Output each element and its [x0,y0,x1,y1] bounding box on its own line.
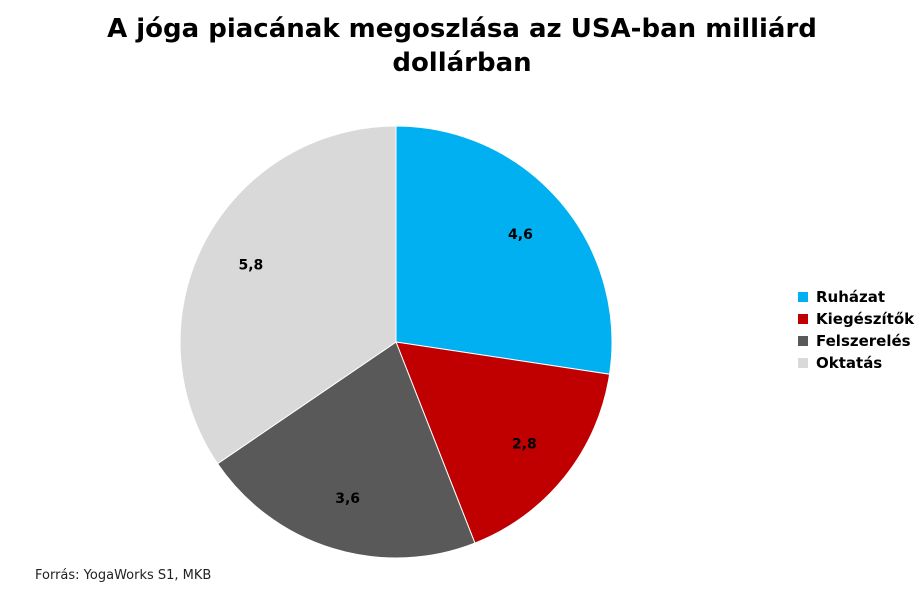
pie-data-labels: 4,6 2,8 3,6 5,8 [238,227,536,507]
pie-slices [179,125,613,559]
legend-item-felszereles: Felszerelés [798,331,914,351]
legend-label: Felszerelés [816,332,911,350]
data-label-oktatas: 5,8 [238,257,263,273]
pie-slice-ruhazat [395,125,613,375]
legend-label: Ruházat [816,288,886,306]
data-label-kiegeszitok: 2,8 [512,436,537,452]
legend-swatch [798,336,808,346]
legend-item-kiegeszitok: Kiegészítők [798,309,914,329]
legend-swatch [798,314,808,324]
legend-item-ruhazat: Ruházat [798,287,914,307]
legend: Ruházat Kiegészítők Felszerelés Oktatás [798,287,914,375]
data-label-felszereles: 3,6 [335,491,360,507]
legend-swatch [798,292,808,302]
pie-slice-oktatas [179,125,397,465]
legend-swatch [798,358,808,368]
chart-title: A jóga piacának megoszlása az USA-ban mi… [107,14,817,78]
pie-slice-felszereles [216,341,476,559]
legend-label: Kiegészítők [816,310,915,328]
source-note: Forrás: YogaWorks S1, MKB [35,568,212,583]
legend-item-oktatas: Oktatás [798,353,914,373]
legend-label: Oktatás [816,354,883,372]
data-label-ruhazat: 4,6 [508,227,533,243]
pie-slice-kiegeszitok [395,341,611,544]
